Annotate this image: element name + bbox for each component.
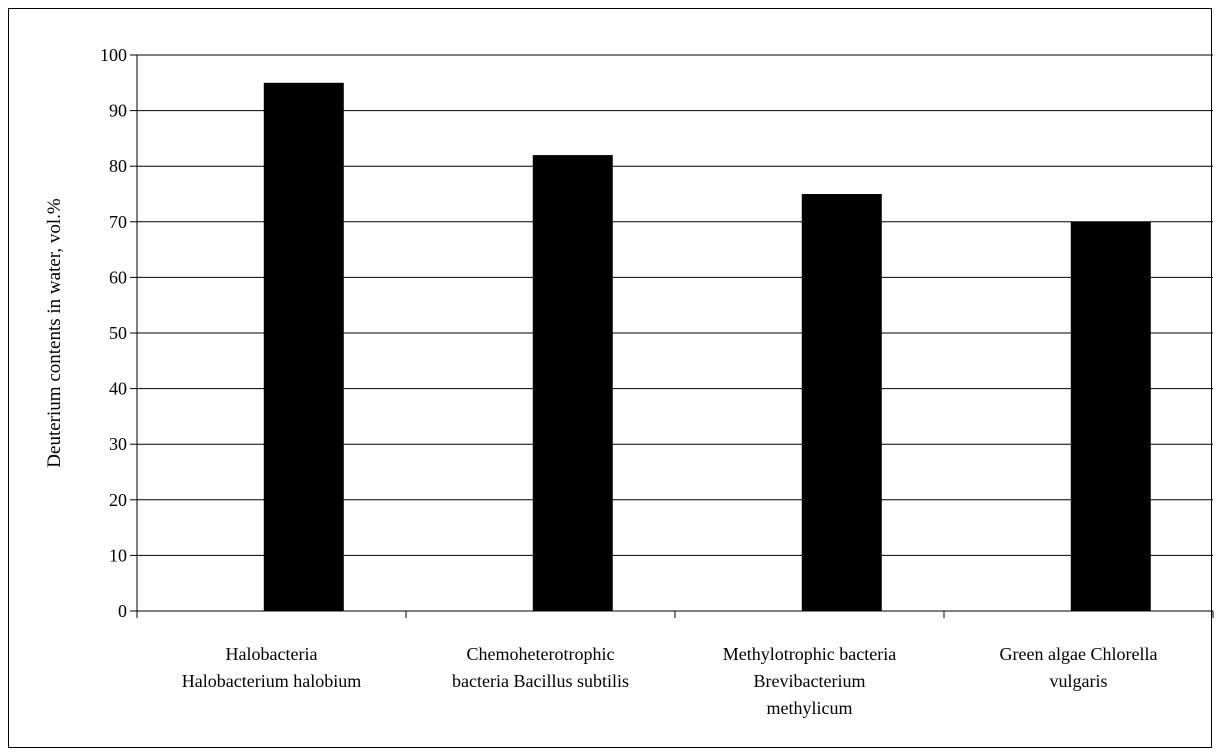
bar-0 [263,82,344,612]
category-label-2-line-0: Methylotrophic bacteria [723,644,896,664]
bar-2 [801,194,882,611]
y-axis-label: Deuterium contents in water, vol.% [44,198,65,468]
y-tick-label-7: 70 [109,212,127,232]
category-label-2-line-1: Brevibacterium [754,671,866,691]
y-tick-label-3: 30 [109,434,127,454]
category-label-3-line-1: vulgaris [1050,671,1108,691]
category-label-1-line-0: Chemoheterotrophic [467,644,615,664]
y-tick-label-1: 10 [109,545,127,565]
bar-1 [532,155,613,611]
bar-3 [1070,221,1151,612]
y-tick-label-2: 20 [109,490,127,510]
y-tick-label-8: 80 [109,156,127,176]
category-label-0-line-0: Halobacteria [226,644,318,664]
y-tick-label-5: 50 [109,323,127,343]
y-tick-label-6: 60 [109,267,127,287]
y-tick-label-4: 40 [109,379,127,399]
category-label-2-line-2: methylicum [767,698,853,718]
y-tick-label-0: 0 [118,601,127,621]
category-label-1-line-1: bacteria Bacillus subtilis [452,671,629,691]
y-tick-label-9: 90 [109,101,127,121]
y-tick-label-10: 100 [100,45,127,65]
category-label-3-line-0: Green algae Chlorella [1000,644,1158,664]
category-label-0-line-1: Halobacterium halobium [182,671,361,691]
